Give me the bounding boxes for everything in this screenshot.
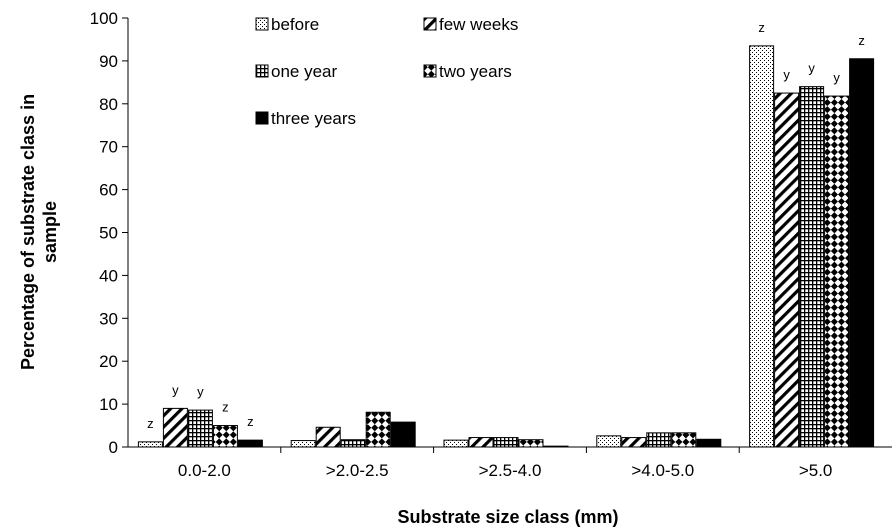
x-tick-label: >4.0-5.0 <box>631 461 694 480</box>
bar-three-years-1 <box>237 439 263 448</box>
bar-before-5 <box>749 45 775 448</box>
y-tick-label: 70 <box>99 138 118 157</box>
bar-before-1 <box>137 441 163 448</box>
y-axis-title: Percentage of substrate class in sample <box>18 94 60 370</box>
y-tick-label: 50 <box>99 224 118 243</box>
legend-swatch-before <box>255 17 269 31</box>
x-tick-label: >2.0-2.5 <box>326 461 389 480</box>
bar-few-weeks-2 <box>315 426 341 448</box>
significance-label: y <box>808 61 815 76</box>
y-ticks: 0 10 20 30 40 50 60 70 80 90 100 <box>90 9 128 457</box>
legend-label-two-years: two years <box>439 62 512 81</box>
y-tick-label: 60 <box>99 181 118 200</box>
legend-label-one-year: one year <box>271 62 337 81</box>
bar-one-year-1 <box>187 409 213 448</box>
significance-label: z <box>147 416 154 431</box>
legend-swatch-three-years <box>255 111 269 125</box>
bar-two-years-5 <box>824 95 850 448</box>
legend-label-few-weeks: few weeks <box>439 15 518 34</box>
bar-three-years-3 <box>543 445 569 448</box>
bar-one-year-5 <box>799 86 825 448</box>
bar-two-years-1 <box>212 425 238 448</box>
legend-label-before: before <box>271 15 319 34</box>
significance-label: z <box>222 400 229 415</box>
y-tick-label: 90 <box>99 52 118 71</box>
y-tick-label: 30 <box>99 309 118 328</box>
significance-labels: z y y z z z y y y z <box>147 20 865 431</box>
x-ticks: 0.0-2.0 >2.0-2.5 >2.5-4.0 >4.0-5.0 >5.0 <box>178 447 832 480</box>
bar-few-weeks-4 <box>621 437 647 448</box>
x-tick-label: >2.5-4.0 <box>479 461 542 480</box>
y-tick-label: 0 <box>109 438 118 457</box>
bar-before-4 <box>596 435 622 448</box>
y-tick-label: 40 <box>99 266 118 285</box>
significance-label: z <box>758 20 765 35</box>
significance-label: z <box>247 414 254 429</box>
legend-swatch-two-years <box>423 64 437 78</box>
y-axis-title-line: sample <box>40 201 60 263</box>
y-tick-label: 80 <box>99 95 118 114</box>
significance-label: y <box>172 382 179 397</box>
bar-three-years-5 <box>849 58 875 448</box>
y-tick-label: 20 <box>99 352 118 371</box>
bar-three-years-4 <box>696 438 722 448</box>
significance-label: y <box>833 70 840 85</box>
legend-label-three-years: three years <box>271 109 356 128</box>
significance-label: y <box>783 67 790 82</box>
bar-before-3 <box>443 439 469 448</box>
bar-one-year-3 <box>493 437 519 448</box>
bar-two-years-2 <box>365 411 391 448</box>
legend: before few weeks one year two years three ye… <box>255 15 518 128</box>
y-axis-title-line: Percentage of substrate class in <box>18 94 38 370</box>
bars <box>137 45 875 448</box>
legend-swatch-one-year <box>255 64 269 78</box>
y-tick-label: 10 <box>99 395 118 414</box>
significance-label: y <box>197 384 204 399</box>
bar-few-weeks-5 <box>774 92 800 448</box>
bar-three-years-2 <box>390 421 416 448</box>
bar-one-year-2 <box>340 439 366 448</box>
y-tick-label: 100 <box>90 9 118 28</box>
x-axis-title: Substrate size class (mm) <box>397 507 618 527</box>
x-tick-label: 0.0-2.0 <box>178 461 231 480</box>
significance-label: z <box>858 33 865 48</box>
bar-before-2 <box>290 440 316 448</box>
bar-few-weeks-3 <box>468 437 494 448</box>
bar-two-years-4 <box>671 432 697 448</box>
bar-one-year-4 <box>646 432 672 448</box>
x-tick-label: >5.0 <box>799 461 833 480</box>
legend-swatch-few-weeks <box>423 17 437 31</box>
bar-two-years-3 <box>518 439 544 448</box>
bar-few-weeks-1 <box>162 407 188 448</box>
